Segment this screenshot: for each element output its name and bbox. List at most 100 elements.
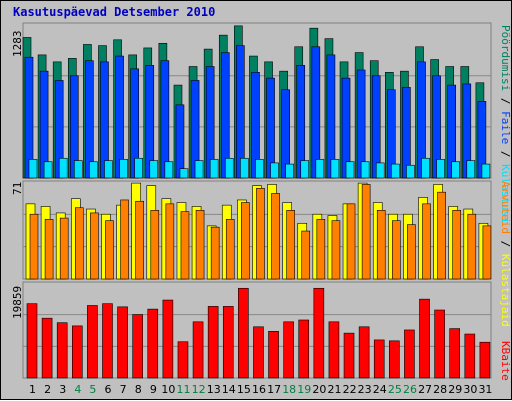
bar-visits-arvuteid-20 xyxy=(316,219,326,280)
bar-visits-arvuteid-29 xyxy=(452,210,462,280)
bar-hits-külastusi-23 xyxy=(360,161,370,179)
x-tick-label-day-17: 17 xyxy=(267,383,281,396)
bar-visits-arvuteid-23 xyxy=(361,184,371,280)
x-tick-label-day-23: 23 xyxy=(358,383,372,396)
x-tick-label-day-21: 21 xyxy=(327,383,341,396)
bar-hits-faile-26 xyxy=(402,87,411,179)
bar-visits-arvuteid-22 xyxy=(346,203,356,280)
x-tick-label-day-1: 1 xyxy=(29,383,36,396)
x-tick-label-day-10: 10 xyxy=(161,383,175,396)
bar-hits-külastusi-27 xyxy=(421,157,430,179)
bar-visits-arvuteid-15 xyxy=(241,202,250,280)
x-tick-label-day-7: 7 xyxy=(120,383,127,396)
bar-kbytes-kbaite-14 xyxy=(222,306,234,379)
x-tick-label-day-5: 5 xyxy=(89,383,96,396)
chart-title: Kasutuspäevad Detsember 2010 xyxy=(13,5,216,19)
bar-visits-arvuteid-4 xyxy=(74,207,84,280)
bar-kbytes-kbaite-13 xyxy=(207,306,219,379)
bar-visits-arvuteid-30 xyxy=(467,213,477,280)
x-tick-label-day-12: 12 xyxy=(192,383,206,396)
bar-hits-faile-10 xyxy=(160,60,170,179)
bar-visits-arvuteid-14 xyxy=(225,219,235,280)
bar-kbytes-kbaite-23 xyxy=(358,326,370,379)
bar-kbytes-kbaite-16 xyxy=(253,326,264,379)
x-tick-label-day-19: 19 xyxy=(297,383,311,396)
bar-kbytes-kbaite-7 xyxy=(117,306,128,379)
bar-hits-külastusi-1 xyxy=(28,159,38,179)
bar-kbytes-kbaite-25 xyxy=(389,340,400,379)
bar-visits-arvuteid-21 xyxy=(331,220,341,280)
bar-visits-arvuteid-7 xyxy=(120,199,129,280)
bar-visits-arvuteid-12 xyxy=(195,210,205,280)
bar-kbytes-kbaite-18 xyxy=(283,321,294,379)
bar-kbytes-kbaite-11 xyxy=(177,341,189,379)
bar-hits-külastusi-18 xyxy=(285,163,294,179)
x-tick-label-day-13: 13 xyxy=(207,383,221,396)
x-tick-label-day-25: 25 xyxy=(388,383,402,396)
bar-kbytes-kbaite-3 xyxy=(56,322,68,379)
x-tick-label-day-26: 26 xyxy=(403,383,417,396)
bar-kbytes-kbaite-2 xyxy=(41,317,53,379)
bar-kbytes-kbaite-27 xyxy=(419,298,430,379)
bar-kbytes-kbaite-15 xyxy=(238,287,249,379)
bar-kbytes-kbaite-19 xyxy=(298,319,310,379)
x-tick-label-day-16: 16 xyxy=(252,383,266,396)
bar-hits-külastusi-28 xyxy=(436,159,445,179)
bar-kbytes-kbaite-29 xyxy=(449,328,461,379)
bar-visits-arvuteid-19 xyxy=(301,230,311,280)
bar-hits-külastusi-14 xyxy=(224,157,234,179)
bar-hits-külastusi-10 xyxy=(164,161,174,179)
bar-hits-külastusi-26 xyxy=(406,164,415,179)
bar-hits-külastusi-7 xyxy=(119,159,128,179)
bar-kbytes-kbaite-17 xyxy=(268,331,279,379)
bar-hits-faile-5 xyxy=(85,60,94,179)
x-tick-label-day-29: 29 xyxy=(448,383,462,396)
bar-hits-külastusi-6 xyxy=(104,160,113,179)
x-tick-label-day-22: 22 xyxy=(343,383,357,396)
bar-hits-külastusi-5 xyxy=(89,161,98,179)
x-tick-label-day-24: 24 xyxy=(373,383,387,396)
bar-kbytes-kbaite-22 xyxy=(343,332,355,379)
bar-hits-külastusi-30 xyxy=(466,160,476,179)
x-tick-label-day-28: 28 xyxy=(433,383,447,396)
x-tick-label-day-8: 8 xyxy=(135,383,142,396)
x-tick-label-day-9: 9 xyxy=(150,383,157,396)
bar-kbytes-kbaite-20 xyxy=(313,287,325,379)
bar-visits-arvuteid-10 xyxy=(165,203,175,280)
bar-kbytes-kbaite-31 xyxy=(479,341,491,379)
bar-visits-arvuteid-25 xyxy=(392,220,401,280)
bar-hits-külastusi-11 xyxy=(179,168,189,179)
bar-hits-külastusi-19 xyxy=(300,160,310,179)
x-tick-label-day-27: 27 xyxy=(418,383,432,396)
bar-kbytes-kbaite-21 xyxy=(328,321,340,379)
bar-hits-külastusi-24 xyxy=(375,162,385,179)
bar-hits-külastusi-20 xyxy=(315,159,325,179)
x-tick-label-day-2: 2 xyxy=(44,383,51,396)
x-tick-label-day-4: 4 xyxy=(74,383,81,396)
bar-hits-külastusi-12 xyxy=(194,160,204,179)
bar-kbytes-kbaite-8 xyxy=(132,314,143,379)
bar-visits-arvuteid-18 xyxy=(286,210,295,280)
bar-visits-arvuteid-26 xyxy=(407,224,416,280)
bar-kbytes-kbaite-9 xyxy=(147,308,159,379)
bar-hits-külastusi-2 xyxy=(43,161,53,179)
bar-kbytes-kbaite-24 xyxy=(373,339,385,379)
bar-visits-arvuteid-27 xyxy=(422,203,431,280)
bar-visits-arvuteid-24 xyxy=(376,210,386,280)
bar-hits-külastusi-17 xyxy=(270,162,279,179)
x-tick-label-day-14: 14 xyxy=(222,383,236,396)
bar-hits-külastusi-15 xyxy=(240,157,249,179)
bar-visits-arvuteid-3 xyxy=(59,217,69,280)
bar-visits-arvuteid-1 xyxy=(29,213,39,280)
bar-hits-faile-20 xyxy=(311,46,321,179)
bar-hits-külastusi-9 xyxy=(149,160,159,179)
bar-hits-külastusi-29 xyxy=(451,161,461,179)
bar-hits-külastusi-21 xyxy=(330,159,340,179)
bar-visits-arvuteid-17 xyxy=(271,193,280,280)
bar-hits-külastusi-3 xyxy=(58,157,68,179)
bar-visits-arvuteid-31 xyxy=(482,225,492,280)
bar-visits-arvuteid-5 xyxy=(90,212,99,280)
x-tick-label-day-3: 3 xyxy=(59,383,66,396)
